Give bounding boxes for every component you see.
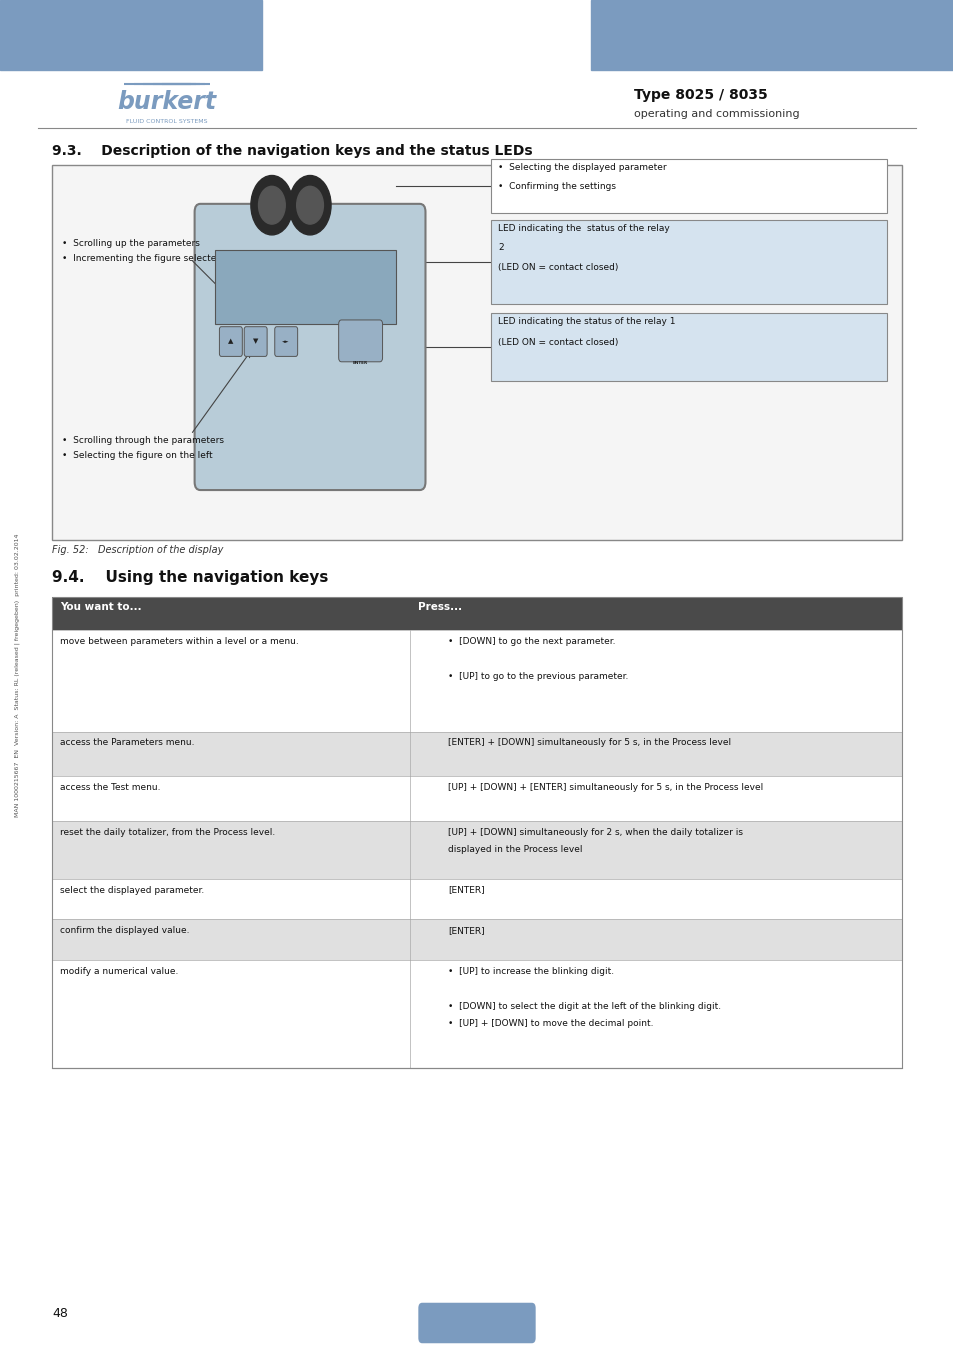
Text: •  [DOWN] to select the digit at the left of the blinking digit.: • [DOWN] to select the digit at the left…: [448, 1002, 720, 1011]
Bar: [491, 159, 886, 213]
FancyBboxPatch shape: [338, 320, 382, 362]
Text: FLOW: FLOW: [347, 279, 372, 288]
Text: 2: 2: [497, 243, 503, 252]
Text: ENTER: ENTER: [353, 360, 368, 365]
Text: [UP] + [DOWN] + [ENTER] simultaneously for 5 s, in the Process level: [UP] + [DOWN] + [ENTER] simultaneously f…: [448, 783, 762, 792]
Text: 9.4.    Using the navigation keys: 9.4. Using the navigation keys: [52, 570, 329, 585]
Bar: [0, 0, 262, 70]
Text: MAN 1000215667  EN  Version: A  Status: RL (released | freigegeben)  printed: 03: MAN 1000215667 EN Version: A Status: RL …: [14, 533, 20, 817]
Text: reset the daily totalizer, from the Process level.: reset the daily totalizer, from the Proc…: [60, 828, 275, 837]
Text: 48: 48: [52, 1307, 69, 1320]
Text: Fig. 52:   Description of the display: Fig. 52: Description of the display: [52, 545, 224, 555]
Circle shape: [251, 176, 293, 235]
Text: •  [UP] + [DOWN] to move the decimal point.: • [UP] + [DOWN] to move the decimal poin…: [448, 1019, 653, 1029]
FancyBboxPatch shape: [194, 204, 425, 490]
Bar: [52, 597, 901, 1068]
FancyBboxPatch shape: [417, 1303, 536, 1343]
Text: displayed in the Process level: displayed in the Process level: [448, 845, 582, 855]
Text: FLUID CONTROL SYSTEMS: FLUID CONTROL SYSTEMS: [126, 119, 208, 124]
Text: •  Selecting the displayed parameter: • Selecting the displayed parameter: [497, 163, 666, 173]
Text: access the Test menu.: access the Test menu.: [60, 783, 160, 792]
Text: burkert: burkert: [233, 281, 262, 286]
Text: English: English: [454, 1318, 499, 1328]
Circle shape: [289, 176, 331, 235]
Text: move between parameters within a level or a menu.: move between parameters within a level o…: [60, 637, 298, 647]
Text: ◄►: ◄►: [282, 339, 290, 344]
Text: You want to...: You want to...: [60, 602, 142, 612]
Text: operating and commissioning: operating and commissioning: [634, 109, 800, 119]
Text: burkert: burkert: [117, 90, 216, 115]
Text: •  [DOWN] to go the next parameter.: • [DOWN] to go the next parameter.: [448, 637, 616, 647]
Text: (LED ON = contact closed): (LED ON = contact closed): [497, 263, 618, 273]
Bar: [52, 919, 901, 960]
Text: select the displayed parameter.: select the displayed parameter.: [60, 886, 204, 895]
Text: LED indicating the status of the relay 1: LED indicating the status of the relay 1: [497, 317, 675, 327]
Text: [UP] + [DOWN] simultaneously for 2 s, when the daily totalizer is: [UP] + [DOWN] simultaneously for 2 s, wh…: [448, 828, 742, 837]
Text: •  [UP] to go to the previous parameter.: • [UP] to go to the previous parameter.: [448, 672, 628, 682]
Text: ▼: ▼: [253, 339, 258, 344]
Text: access the Parameters menu.: access the Parameters menu.: [60, 738, 194, 748]
Bar: [52, 165, 901, 540]
Text: •  Scrolling through the parameters
•  Selecting the figure on the left: • Scrolling through the parameters • Sel…: [62, 436, 224, 459]
Bar: [214, 250, 395, 324]
Text: [ENTER]: [ENTER]: [448, 886, 484, 895]
Bar: [52, 821, 901, 879]
Text: •  [UP] to increase the blinking digit.: • [UP] to increase the blinking digit.: [448, 967, 614, 976]
Text: ▲: ▲: [228, 339, 233, 344]
Text: (LED ON = contact closed): (LED ON = contact closed): [497, 338, 618, 347]
Bar: [52, 960, 901, 1068]
Bar: [491, 313, 886, 381]
Text: [ENTER]: [ENTER]: [448, 926, 484, 936]
Bar: [491, 220, 886, 304]
Text: Type 8025 / 8035: Type 8025 / 8035: [634, 88, 767, 101]
Text: [ENTER] + [DOWN] simultaneously for 5 s, in the Process level: [ENTER] + [DOWN] simultaneously for 5 s,…: [448, 738, 731, 748]
Bar: [52, 879, 901, 919]
Text: modify a numerical value.: modify a numerical value.: [60, 967, 178, 976]
Bar: [52, 630, 901, 732]
Bar: [52, 732, 901, 776]
Bar: [591, 0, 953, 70]
FancyBboxPatch shape: [219, 327, 242, 356]
FancyBboxPatch shape: [274, 327, 297, 356]
Circle shape: [296, 186, 323, 224]
Circle shape: [258, 186, 285, 224]
Text: confirm the displayed value.: confirm the displayed value.: [60, 926, 190, 936]
Text: •  Scrolling up the parameters
•  Incrementing the figure selected: • Scrolling up the parameters • Incremen…: [62, 239, 222, 262]
Bar: [52, 776, 901, 821]
Bar: [52, 597, 901, 630]
Text: LED indicating the  status of the relay: LED indicating the status of the relay: [497, 224, 669, 234]
Text: •  Confirming the settings: • Confirming the settings: [497, 182, 616, 192]
FancyBboxPatch shape: [244, 327, 267, 356]
Text: 9.3.    Description of the navigation keys and the status LEDs: 9.3. Description of the navigation keys …: [52, 144, 533, 158]
Text: Press...: Press...: [417, 602, 461, 612]
